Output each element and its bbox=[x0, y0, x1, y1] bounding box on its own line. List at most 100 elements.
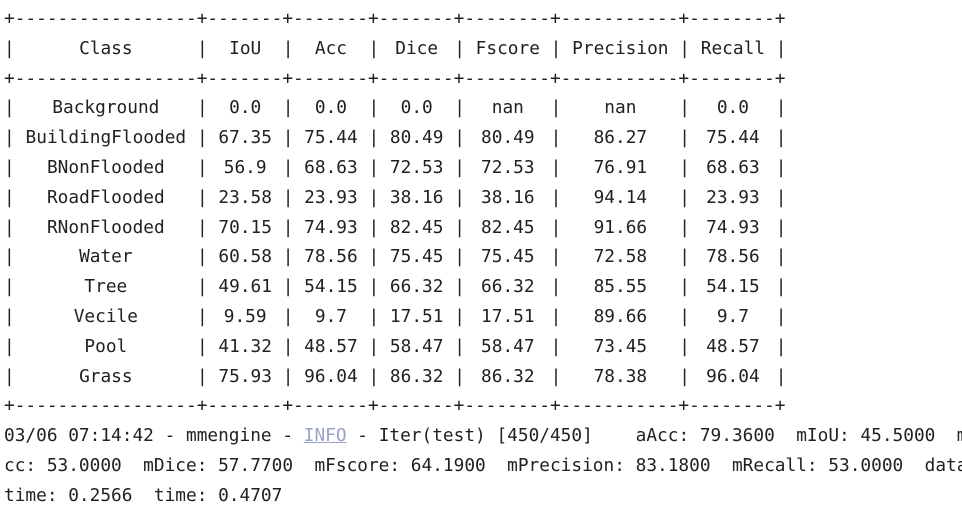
column-separator: | bbox=[775, 276, 787, 298]
column-separator: | bbox=[679, 276, 691, 298]
column-separator: | bbox=[454, 186, 465, 208]
column-separator: | bbox=[4, 365, 15, 387]
column-separator: | bbox=[368, 246, 380, 268]
table-row: | BuildingFlooded | 67.35 | 75.44 | 80.49 | 80.49… bbox=[4, 123, 962, 153]
column-separator: | bbox=[775, 246, 787, 268]
metric-cell: Fscore bbox=[475, 37, 540, 59]
column-separator: | bbox=[550, 335, 562, 357]
column-separator: | bbox=[282, 186, 294, 208]
column-separator: | bbox=[679, 305, 691, 327]
column-separator: | bbox=[368, 156, 380, 178]
metric-cell: 38.16 bbox=[389, 186, 444, 208]
table-header-row: | Class | IoU | Acc | Dice | Fscore | Precision | Rec… bbox=[4, 34, 962, 64]
metric-cell: 80.49 bbox=[481, 127, 535, 149]
metric-cell: Recall bbox=[700, 37, 765, 59]
column-separator: | bbox=[368, 97, 380, 119]
metric-cell: 17.51 bbox=[389, 305, 444, 327]
column-separator: | bbox=[454, 246, 465, 268]
metric-cell: nan bbox=[491, 97, 524, 119]
metric-cell: 56.9 bbox=[223, 156, 267, 178]
column-separator: | bbox=[550, 305, 562, 327]
column-separator: | bbox=[454, 97, 465, 119]
metric-cell: 0.0 bbox=[314, 97, 347, 119]
column-separator: | bbox=[679, 37, 691, 59]
log-line-2: cc: 53.0000 mDice: 57.7700 mFscore: 64.1… bbox=[4, 454, 962, 476]
table-row: | Background | 0.0 | 0.0 | 0.0 | nan | nan | 0.0 | bbox=[4, 93, 962, 123]
metric-cell: 48.57 bbox=[706, 335, 760, 357]
column-separator: | bbox=[282, 37, 294, 59]
column-separator: | bbox=[775, 37, 787, 59]
column-separator: | bbox=[454, 335, 465, 357]
class-cell: Grass bbox=[79, 365, 133, 387]
metric-cell: 67.35 bbox=[218, 127, 272, 149]
table-row: | RoadFlooded | 23.58 | 23.93 | 38.16 | 38.16 | 94.… bbox=[4, 183, 962, 213]
table-border-top: +-----------------+-------+-------+-----… bbox=[4, 8, 786, 29]
column-separator: | bbox=[368, 305, 380, 327]
column-separator: | bbox=[454, 365, 465, 387]
metric-cell: Dice bbox=[395, 37, 439, 59]
metric-cell: 17.51 bbox=[481, 305, 535, 327]
column-separator: | bbox=[4, 186, 15, 208]
metric-cell: 72.58 bbox=[593, 246, 648, 268]
table-row: | BNonFlooded | 56.9 | 68.63 | 72.53 | 72.53 | 76.9… bbox=[4, 153, 962, 183]
metric-cell: 60.58 bbox=[218, 246, 272, 268]
metric-cell: 80.49 bbox=[389, 127, 444, 149]
metric-cell: 0.0 bbox=[229, 97, 262, 119]
column-separator: | bbox=[368, 335, 380, 357]
class-cell: BuildingFlooded bbox=[25, 127, 187, 149]
metric-cell: 54.15 bbox=[304, 276, 358, 298]
column-separator: | bbox=[679, 186, 691, 208]
metric-cell: 96.04 bbox=[706, 365, 760, 387]
column-separator: | bbox=[775, 335, 787, 357]
column-separator: | bbox=[454, 37, 465, 59]
metric-cell: 74.93 bbox=[304, 216, 358, 238]
column-separator: | bbox=[775, 365, 787, 387]
metric-cell: 23.93 bbox=[304, 186, 358, 208]
column-separator: | bbox=[679, 246, 691, 268]
metric-cell: 66.32 bbox=[389, 276, 444, 298]
metric-cell: 0.0 bbox=[400, 97, 433, 119]
metric-cell: nan bbox=[604, 97, 637, 119]
metric-cell: 75.44 bbox=[706, 127, 760, 149]
table-row: | Pool | 41.32 | 48.57 | 58.47 | 58.47 | 73.45 | 48.5… bbox=[4, 332, 962, 362]
column-separator: | bbox=[775, 97, 787, 119]
class-cell: Water bbox=[79, 246, 133, 268]
column-separator: | bbox=[282, 97, 294, 119]
table-border-bottom: +-----------------+-------+-------+-----… bbox=[4, 395, 786, 417]
metric-cell: 58.47 bbox=[481, 335, 535, 357]
column-separator: | bbox=[368, 186, 380, 208]
column-separator: | bbox=[454, 305, 465, 327]
metric-cell: 91.66 bbox=[593, 216, 648, 238]
column-separator: | bbox=[550, 365, 562, 387]
log-level-link[interactable]: INFO bbox=[303, 425, 347, 447]
column-separator: | bbox=[550, 127, 562, 149]
metric-cell: 68.63 bbox=[304, 156, 358, 178]
metric-cell: 75.45 bbox=[481, 246, 535, 268]
metric-cell: 9.7 bbox=[716, 305, 749, 327]
class-cell: RNonFlooded bbox=[46, 216, 165, 238]
table-row: | Tree | 49.61 | 54.15 | 66.32 | 66.32 | 85.55 | 54.1… bbox=[4, 272, 962, 302]
column-separator: | bbox=[4, 335, 15, 357]
metric-cell: 23.58 bbox=[218, 186, 272, 208]
column-separator: | bbox=[282, 365, 294, 387]
table-row: | Grass | 75.93 | 96.04 | 86.32 | 86.32 | 78.38 | 96.… bbox=[4, 362, 962, 392]
metric-cell: 75.93 bbox=[218, 365, 272, 387]
metric-cell: Acc bbox=[314, 37, 347, 59]
metric-cell: 9.7 bbox=[314, 305, 347, 327]
metric-cell: 70.15 bbox=[218, 216, 272, 238]
metric-cell: 82.45 bbox=[389, 216, 444, 238]
metric-cell: 0.0 bbox=[716, 97, 749, 119]
class-cell: Tree bbox=[84, 276, 128, 298]
column-separator: | bbox=[368, 127, 380, 149]
table-row: | RNonFlooded | 70.15 | 74.93 | 82.45 | 82.45 | 91.… bbox=[4, 213, 962, 243]
column-separator: | bbox=[775, 127, 787, 149]
column-separator: | bbox=[679, 335, 691, 357]
class-cell: BNonFlooded bbox=[46, 156, 165, 178]
metric-cell: 9.59 bbox=[223, 305, 267, 327]
log-prefix: 03/06 07:14:42 - mmengine - bbox=[4, 425, 304, 447]
column-separator: | bbox=[282, 305, 294, 327]
column-separator: | bbox=[4, 216, 15, 238]
column-separator: | bbox=[368, 365, 380, 387]
metric-cell: 74.93 bbox=[706, 216, 760, 238]
column-separator: | bbox=[196, 216, 208, 238]
